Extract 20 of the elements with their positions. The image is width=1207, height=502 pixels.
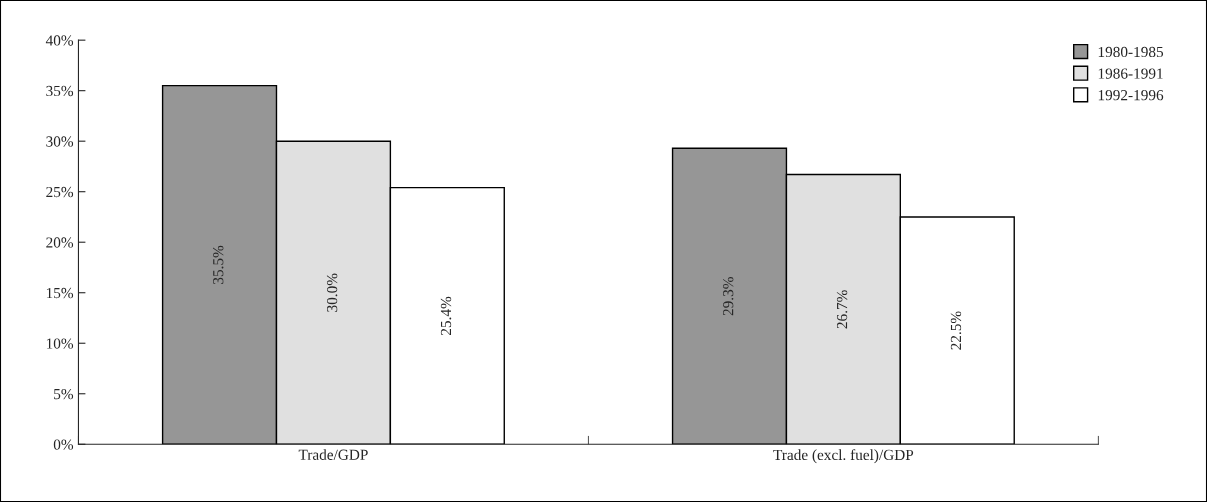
- legend-label: 1986-1991: [1098, 68, 1163, 79]
- data-label: 35.5%: [213, 245, 224, 284]
- y-tick-label: 40%: [45, 35, 74, 46]
- data-label: 26.7%: [836, 290, 848, 329]
- y-tick-label: 10%: [46, 338, 74, 349]
- y-tick-label: 35%: [46, 85, 74, 97]
- y-tick-label: 30%: [46, 136, 74, 147]
- data-label: 22.5%: [950, 311, 962, 350]
- data-label: 25.4%: [440, 296, 452, 336]
- legend-label: 1980-1985: [1098, 46, 1164, 58]
- y-tick-label: 25%: [46, 186, 74, 198]
- data-label: 30.0%: [326, 273, 338, 312]
- y-tick-label: 0%: [53, 439, 74, 450]
- x-tick-label: Trade (excl. fuel)/GDP: [773, 449, 914, 464]
- y-tick-label: 15%: [46, 287, 74, 299]
- legend-label: 1992-1996: [1098, 90, 1164, 101]
- x-tick-label: Trade/GDP: [298, 449, 368, 460]
- y-tick-label: 20%: [46, 237, 74, 248]
- y-tick-label: 5%: [54, 388, 74, 400]
- data-label: 29.3%: [723, 277, 734, 316]
